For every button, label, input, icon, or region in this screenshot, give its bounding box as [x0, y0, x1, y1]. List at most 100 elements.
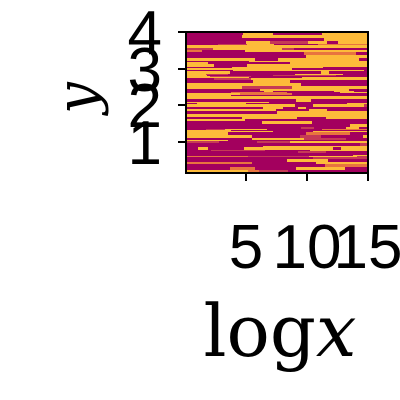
heatmap-cell-7-96	[282, 48, 294, 50]
heatmap-cell-20-87	[273, 75, 336, 76]
heatmap-cell-9-61	[247, 52, 259, 55]
heatmap-cell-24-67	[253, 80, 290, 83]
heatmap-cell-1-57	[243, 33, 273, 35]
heatmap-cell-45-0	[186, 127, 217, 129]
x-axis: 5 10 15	[229, 173, 400, 282]
heatmap-cell-62-0	[186, 157, 194, 159]
heatmap-cell-6-133	[319, 45, 350, 48]
heatmap-cell-35-161	[347, 103, 368, 104]
heatmap-cell-17-47	[233, 70, 245, 71]
heatmap-cell-43-39	[225, 121, 262, 124]
heatmap-cell-42-156	[342, 119, 368, 121]
heatmap-cell-45-173	[359, 127, 368, 129]
heatmap-cell-58-0	[186, 151, 237, 153]
heatmap-cell-15-137	[323, 67, 359, 68]
y-tick-label-3: 3	[128, 36, 162, 105]
x-tick-label-5: 5	[229, 213, 263, 282]
heatmap-cell-53-71	[257, 141, 290, 143]
heatmap-cell-11-123	[309, 58, 359, 61]
x-axis-label: logx	[203, 289, 356, 373]
heatmap-cell-59-47	[233, 153, 251, 155]
heatmap-cell-56-12	[198, 147, 208, 150]
heatmap-cell-9-0	[186, 52, 239, 55]
heatmap-cell-23-154	[340, 78, 368, 80]
heatmap-cell-61-123	[309, 156, 357, 157]
heatmap-cell-51-0	[186, 138, 252, 140]
heatmap-cell-38-62	[248, 109, 256, 111]
heatmap-cell-32-0	[186, 96, 233, 99]
heatmap-cell-37-0	[186, 107, 223, 109]
heatmap-cell-11-69	[255, 58, 278, 61]
heatmap-cell-61-0	[186, 156, 248, 157]
heatmap-cell-62-149	[335, 157, 368, 159]
heatmap-cell-33-0	[186, 99, 245, 102]
heatmap-cell-60-36	[222, 155, 230, 156]
heatmap-cell-22-116	[302, 77, 361, 78]
heatmap-cell-46-136	[322, 129, 368, 130]
heatmap-cell-67-62	[248, 170, 259, 173]
heatmap-cell-51-118	[304, 138, 346, 140]
heatmap-cell-24-0	[186, 80, 253, 83]
heatmap-cell-27-163	[349, 89, 368, 91]
heatmap-cell-10-120	[306, 55, 368, 58]
heatmap-cell-49-120	[306, 132, 350, 135]
heatmap-cell-30-106	[292, 93, 306, 95]
heatmap-cell-61-62	[248, 156, 309, 157]
heatmap-cell-41-0	[186, 117, 242, 119]
heatmap-cell-5-61	[247, 44, 274, 45]
heatmap-cell-30-120	[306, 93, 350, 95]
heatmap-cell-15-83	[269, 67, 323, 68]
heatmap-cell-24-170	[356, 80, 368, 83]
heatmap-cell-62-8	[194, 157, 207, 159]
heatmap-cell-39-0	[186, 111, 242, 114]
heatmap-cell-19-42	[228, 74, 295, 75]
heatmap-cell-5-32	[218, 44, 247, 45]
heatmap-cell-13-0	[186, 62, 208, 64]
heatmap-cell-41-140	[326, 117, 368, 119]
heatmap-cell-18-0	[186, 71, 230, 74]
heatmap-cell-31-0	[186, 95, 231, 96]
heatmap-cell-1-0	[186, 33, 243, 35]
heatmap-cell-11-0	[186, 58, 195, 61]
heatmap-cell-44-42	[228, 124, 272, 127]
heatmap-cell-54-116	[302, 143, 360, 146]
heatmap-cell-5-88	[274, 44, 318, 45]
heatmap-cell-3-30	[216, 38, 274, 41]
heatmap-cell-56-58	[244, 147, 283, 150]
heatmap-cell-56-147	[333, 147, 341, 150]
heatmap-cell-48-167	[353, 131, 368, 132]
heatmap-cell-47-172	[358, 130, 368, 131]
y-tick-label-1: 1	[128, 109, 162, 178]
heatmap-cell-36-127	[313, 104, 364, 107]
heatmap-cell-27-0	[186, 89, 217, 91]
heatmap-cell-60-44	[230, 155, 287, 156]
heatmap-cell-48-0	[186, 131, 212, 132]
heatmap-cell-39-56	[242, 111, 277, 114]
heatmap-cell-12-112	[298, 61, 308, 62]
heatmap-cell-56-155	[341, 147, 368, 150]
heatmap-cell-47-45	[231, 130, 292, 131]
heatmap-cell-56-97	[283, 147, 333, 150]
heatmap-cell-55-130	[316, 146, 368, 147]
heatmap-cell-45-62	[248, 127, 265, 129]
heatmap-cell-28-148	[334, 91, 354, 92]
heatmap-cell-46-39	[225, 129, 267, 130]
heatmap-cell-58-173	[359, 151, 368, 153]
heatmap-cell-20-165	[351, 75, 368, 76]
axes-frame	[185, 31, 369, 174]
heatmap-cell-42-0	[186, 119, 245, 121]
heatmap-cell-57-79	[265, 150, 310, 151]
heatmap-cell-43-0	[186, 121, 225, 124]
heatmap-cell-54-46	[232, 143, 277, 146]
heatmap-cell-7-82	[268, 48, 282, 50]
heatmap-cell-39-174	[360, 111, 368, 114]
heatmap-cell-34-107	[293, 102, 302, 103]
heatmap-cell-25-0	[186, 83, 236, 86]
heatmap-cell-51-179	[365, 138, 368, 140]
heatmap-cell-5-0	[186, 44, 218, 45]
heatmap-cell-3-105	[291, 38, 324, 41]
heatmap-cell-65-42	[228, 164, 289, 167]
heatmap-cell-51-66	[252, 138, 304, 140]
heatmap-cell-27-31	[217, 89, 260, 91]
heatmap-cell-40-122	[308, 114, 333, 117]
